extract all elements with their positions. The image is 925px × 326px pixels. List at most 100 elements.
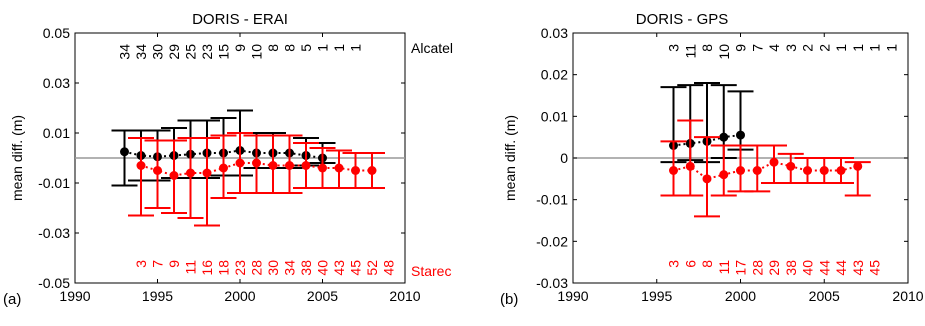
panel-a-starec-count-label: 40 (315, 260, 331, 276)
panel-b-starec-count-label: 44 (833, 260, 849, 276)
panel-b-alcatel-count-label: 8 (699, 44, 715, 52)
panel-b-starec-count-label: 40 (800, 260, 816, 276)
panel-b-alcatel-count-label: 1 (883, 44, 899, 52)
panel-b-alcatel-point (719, 132, 729, 142)
panel-a-starec-point (367, 166, 377, 175)
panel-a-alcatel-count-label: 8 (282, 44, 298, 52)
panel-a-starec-point (219, 163, 228, 173)
panel-b-xtick-label: 1995 (641, 288, 672, 304)
panel-a-xtick-label: 2005 (307, 288, 338, 304)
panel-b-title: DORIS - GPS (636, 11, 729, 28)
panel-b-alcatel-count-label: 2 (800, 44, 816, 52)
panel-a-xtick-label: 1995 (142, 288, 173, 304)
panel-a-alcatel-count-label: 10 (249, 44, 265, 60)
panel-b-starec-count-label: 8 (699, 260, 715, 268)
panel-b-starec-count-label: 29 (766, 260, 782, 276)
panel-a-alcatel-count-label: 1 (331, 44, 347, 52)
panel-a-xtick-label: 2000 (224, 288, 255, 304)
panel-a-starec-count-label: 45 (348, 260, 364, 276)
legend-starec: Starec (411, 263, 451, 279)
panel-b-alcatel-count-label: 2 (816, 44, 832, 52)
panel-b-xtick-label: 2005 (809, 288, 840, 304)
panel-a-starec-count-label: 11 (183, 260, 199, 275)
panel-a-alcatel-count-label: 29 (166, 44, 182, 60)
panel-b-xtick-label: 2010 (892, 288, 923, 304)
panel-a-starec-count-label: 16 (199, 260, 215, 276)
panel-b-starec-count-label: 17 (733, 260, 749, 276)
panel-a-ytick-label: -0.03 (38, 225, 70, 241)
panel-b-alcatel-point (736, 130, 745, 140)
panel-a-ticks: 1990 1995 2000 2005 2010-0.05-0.03-0.010.010… (38, 25, 421, 304)
panel-b-starec-point (819, 166, 829, 175)
panel-a-count-labels: 34 34 30 29 25 23 15 9 10 8 8 5 1 1 13 7 9 11 16 18 23 28 30 34… (117, 44, 397, 276)
panel-a-xtick-label: 2010 (389, 288, 420, 304)
panel-b-starec-point (786, 161, 796, 171)
panel-b-ytick-label: 0.01 (541, 108, 568, 124)
panel-a-alcatel-count-label: 9 (232, 44, 248, 52)
panel-b-xtick-label: 2000 (725, 288, 756, 304)
panel-b-starec-count-label: 6 (682, 260, 698, 268)
panel-b-alcatel-count-label: 10 (716, 44, 732, 60)
panel-b-alcatel-count-label: 1 (833, 44, 849, 52)
panel-a-starec-count-label: 38 (298, 260, 314, 276)
panel-b-alcatel-count-label: 1 (867, 44, 883, 52)
panel-b-alcatel-count-label: 4 (766, 44, 782, 52)
panel-a-ytick-label: -0.05 (38, 275, 70, 291)
panel-b: 1990 1995 2000 2005 2010 -0.03 -0.02 -0.01 0 0.01… (500, 11, 924, 308)
legend-alcatel: Alcatel (411, 40, 453, 56)
panel-a-alcatel-count-label: 1 (348, 44, 364, 52)
panel-a-starec-point (169, 171, 179, 180)
panel-a-starec-count-label: 43 (331, 260, 347, 276)
panel-a-starec-point (351, 166, 360, 175)
panel-b-series-starec (660, 119, 871, 218)
panel-a-starec-point (285, 161, 294, 170)
panel-a-starec-point (153, 166, 162, 175)
panel-a-starec-count-label: 9 (166, 260, 182, 268)
panel-a-title: DORIS - ERAI (192, 11, 288, 28)
panel-a-starec-point (202, 168, 212, 178)
panel-a-alcatel-count-label: 34 (133, 44, 149, 60)
panel-a: 1990 1995 2000 2005 2010-0.05-0.03-0.010.010… (3, 11, 453, 308)
panel-b-ylabel: mean diff. (m) (502, 115, 518, 201)
panel-b-starec-point (736, 166, 745, 175)
panel-b-alcatel-line (673, 134, 741, 147)
panel-a-alcatel-count-label: 5 (298, 44, 314, 52)
panel-b-starec-count-label: 28 (749, 260, 765, 276)
panel-b-starec-count-label: 11 (716, 260, 732, 275)
panel-a-label: (a) (3, 291, 21, 308)
panel-b-alcatel-count-label: 9 (733, 44, 749, 52)
panel-b-starec-point (803, 166, 812, 175)
panel-a-xtick-label: 1990 (59, 288, 90, 304)
panel-a-starec-count-label: 3 (133, 260, 149, 268)
panel-a-starec-point (318, 163, 327, 173)
panel-a-alcatel-point (120, 147, 129, 157)
panel-b-ticks: 1990 1995 2000 2005 2010 -0.03 -0.02 -0.01 0 0.01… (536, 25, 924, 304)
panel-b-alcatel-count-label: 7 (749, 44, 765, 52)
panel-b-starec-count-label: 45 (867, 260, 883, 276)
panel-a-starec-count-label: 28 (249, 260, 265, 276)
panel-a-starec-point (334, 163, 344, 173)
panel-b-starec-count-label: 38 (783, 260, 799, 276)
panel-b-ytick-label: -0.02 (536, 233, 568, 249)
panel-b-ytick-label: 0.03 (541, 25, 568, 41)
panel-a-ytick-label: 0.01 (43, 125, 70, 141)
panel-b-starec-point (836, 166, 846, 175)
panel-a-starec-count-label: 30 (265, 260, 281, 276)
panel-a-alcatel-count-label: 30 (150, 44, 166, 60)
panel-b-starec-point (702, 174, 712, 184)
panel-b-xtick-label: 1990 (557, 288, 588, 304)
panel-a-alcatel-count-label: 23 (199, 44, 215, 60)
panel-a-starec-line (140, 162, 372, 177)
panel-a-ytick-label: 0.05 (43, 25, 70, 41)
panel-a-ytick-label: -0.01 (38, 175, 70, 191)
panel-b-starec-point (769, 157, 779, 167)
panel-a-starec-count-label: 48 (381, 260, 397, 276)
panel-b-starec-point (752, 166, 762, 175)
panel-b-starec-count-label: 44 (816, 260, 832, 276)
panel-a-starec-point (235, 158, 245, 168)
panel-b-ytick-label: -0.01 (536, 192, 568, 208)
panel-a-alcatel-count-label: 1 (315, 44, 331, 52)
panel-b-starec-count-label: 3 (666, 260, 682, 268)
panel-a-alcatel-count-label: 34 (117, 44, 133, 60)
